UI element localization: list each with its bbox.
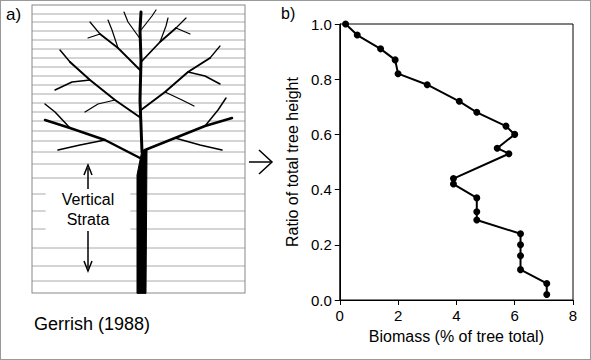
svg-text:1.0: 1.0 bbox=[311, 16, 332, 33]
svg-text:0.8: 0.8 bbox=[311, 71, 332, 88]
svg-text:0: 0 bbox=[336, 307, 344, 324]
svg-text:Strata: Strata bbox=[67, 211, 110, 228]
svg-text:b): b) bbox=[281, 5, 295, 22]
svg-text:0.0: 0.0 bbox=[311, 292, 332, 309]
svg-text:Vertical: Vertical bbox=[62, 191, 114, 208]
svg-text:0.2: 0.2 bbox=[311, 236, 332, 253]
svg-text:4: 4 bbox=[452, 307, 460, 324]
svg-text:8: 8 bbox=[569, 307, 577, 324]
svg-text:0.4: 0.4 bbox=[311, 181, 332, 198]
svg-text:Ratio of total tree height: Ratio of total tree height bbox=[284, 77, 301, 247]
svg-text:a): a) bbox=[6, 5, 21, 24]
svg-text:6: 6 bbox=[511, 307, 519, 324]
svg-text:Gerrish (1988): Gerrish (1988) bbox=[34, 314, 150, 334]
svg-text:2: 2 bbox=[394, 307, 402, 324]
svg-text:Biomass (% of tree total): Biomass (% of tree total) bbox=[369, 328, 544, 345]
svg-text:0.6: 0.6 bbox=[311, 126, 332, 143]
